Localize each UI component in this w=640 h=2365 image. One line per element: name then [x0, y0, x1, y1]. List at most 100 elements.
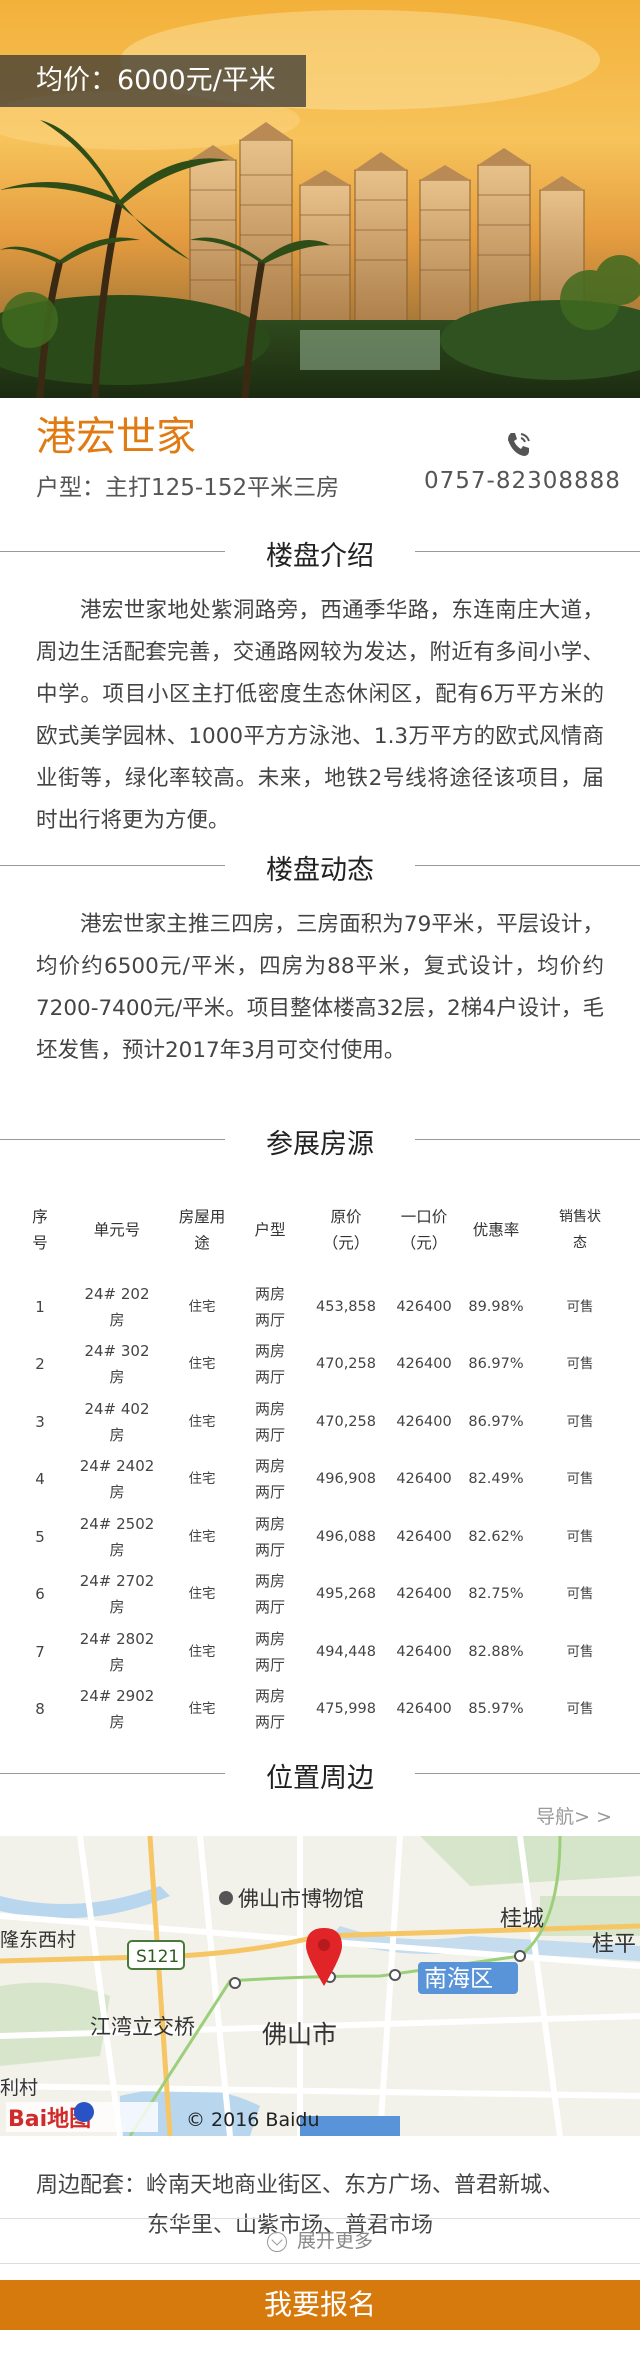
header-original-price: 原价（元）: [322, 1208, 370, 1252]
table-row: 5 24# 2502房 住宅 两房两厅 496,088 426400 82.62% 可售: [13, 1508, 627, 1566]
cell-original-price: 494,448: [316, 1643, 376, 1660]
units-table: 序号 单元号 房屋用途 户型 原价（元） 一口价（元） 优惠率 销售状态 1 24…: [13, 1182, 627, 1738]
cell-original-price: 470,258: [316, 1413, 376, 1430]
cell-layout: 两房两厅: [254, 1687, 285, 1732]
cell-discount: 85.97%: [468, 1701, 524, 1718]
cell-layout: 两房两厅: [254, 1399, 285, 1444]
map-label-museum: 佛山市博物馆: [238, 1887, 364, 1911]
cell-status: 可售: [566, 1528, 594, 1545]
cell-fixed-price: 426400: [396, 1528, 452, 1545]
baidu-logo: Bai地图: [6, 2102, 158, 2132]
cell-unit: 24# 2902房: [79, 1687, 155, 1732]
map-label-road: S121: [136, 1947, 179, 1967]
cell-status: 可售: [566, 1643, 594, 1660]
map-label-guiping: 桂平: [592, 1932, 636, 1957]
cell-discount: 89.98%: [468, 1298, 524, 1315]
cell-layout: 两房两厅: [254, 1572, 285, 1617]
map-label-nanhai: 南海区: [424, 1966, 493, 1992]
cell-unit: 24# 2802房: [79, 1629, 155, 1674]
cell-original-price: 475,998: [316, 1701, 376, 1718]
cell-layout: 两房两厅: [254, 1342, 285, 1387]
cell-original-price: 453,858: [316, 1298, 376, 1315]
cell-fixed-price: 426400: [396, 1356, 452, 1373]
cell-layout: 两房两厅: [254, 1629, 285, 1674]
cell-status: 可售: [566, 1586, 594, 1603]
location-pin-icon: [306, 1928, 342, 1986]
cell-unit: 24# 202房: [84, 1284, 150, 1329]
header-discount: 优惠率: [472, 1221, 520, 1239]
phone-icon[interactable]: [503, 428, 535, 460]
table-row: 1 24# 202房 住宅 两房两厅 453,858 426400 89.98% 可售: [13, 1278, 627, 1336]
cell-usage: 住宅: [188, 1528, 216, 1545]
phone-number[interactable]: 0757-82308888: [424, 468, 621, 494]
cell-usage: 住宅: [188, 1586, 216, 1603]
cell-original-price: 496,908: [316, 1471, 376, 1488]
signup-button[interactable]: 我要报名: [0, 2280, 640, 2330]
cell-index: 6: [35, 1585, 45, 1604]
cell-index: 5: [35, 1527, 45, 1546]
cell-index: 4: [35, 1470, 45, 1489]
average-price-tag: 均价：6000元/平米: [0, 55, 306, 107]
cell-status: 可售: [566, 1413, 594, 1430]
section-title-text: 楼盘介绍: [266, 541, 374, 572]
project-type: 户型：主打125-152平米三房: [36, 475, 340, 501]
cell-fixed-price: 426400: [396, 1701, 452, 1718]
cell-index: 2: [35, 1355, 45, 1374]
section-title-text: 参展房源: [266, 1129, 374, 1160]
cell-discount: 82.62%: [468, 1528, 524, 1545]
cell-usage: 住宅: [188, 1471, 216, 1488]
project-info: 港宏世家 户型：主打125-152平米三房 0757-82308888: [0, 398, 640, 524]
surround-line-1: 周边配套：岭南天地商业街区、东方广场、普君新城、: [36, 2173, 565, 2198]
section-title-text: 楼盘动态: [266, 855, 374, 886]
chevron-down-icon: [266, 2231, 287, 2252]
cell-discount: 86.97%: [468, 1413, 524, 1430]
surround-line-2: 东华里、山紫市场、普君市场: [147, 2213, 434, 2238]
cell-fixed-price: 426400: [396, 1471, 452, 1488]
header-usage: 房屋用途: [178, 1208, 226, 1252]
cell-discount: 82.88%: [468, 1643, 524, 1660]
cell-original-price: 470,258: [316, 1356, 376, 1373]
map-label-foshan: 佛山市: [262, 2020, 337, 2049]
map-label-xicun: 隆东西村: [0, 1929, 76, 1951]
cell-index: 3: [35, 1412, 45, 1431]
cell-unit: 24# 402房: [84, 1399, 150, 1444]
cell-usage: 住宅: [188, 1701, 216, 1718]
map-copyright: © 2016 Baidu: [186, 2109, 320, 2131]
map-canvas[interactable]: 佛山市博物馆 桂城 桂平 隆东西村 江湾立交桥 佛山市 利村 S121 南海区 …: [0, 1836, 640, 2136]
surrounding-facilities: 周边配套：岭南天地商业街区、东方广场、普君新城、 东华里、山紫市场、普君市场: [0, 2136, 640, 2246]
cell-unit: 24# 302房: [84, 1342, 150, 1387]
header-layout: 户型: [254, 1221, 286, 1239]
section-title-units: 参展房源: [0, 1112, 640, 1168]
expand-more-button[interactable]: 展开更多: [0, 2218, 640, 2264]
table-row: 7 24# 2802房 住宅 两房两厅 494,448 426400 82.88% 可售: [13, 1623, 627, 1681]
section-title-news: 楼盘动态: [0, 838, 640, 894]
cell-index: 8: [35, 1700, 45, 1719]
cell-unit: 24# 2502房: [79, 1514, 155, 1559]
cell-fixed-price: 426400: [396, 1643, 452, 1660]
header-unit: 单元号: [93, 1221, 141, 1239]
cell-usage: 住宅: [188, 1356, 216, 1373]
news-paragraph: 港宏世家主推三四房，三房面积为79平米，平层设计，均价约6500元/平米，四房为…: [36, 912, 604, 1063]
cell-discount: 82.49%: [468, 1471, 524, 1488]
cell-status: 可售: [566, 1298, 594, 1315]
table-row: 3 24# 402房 住宅 两房两厅 470,258 426400 86.97% 可售: [13, 1393, 627, 1451]
cell-fixed-price: 426400: [396, 1298, 452, 1315]
section-title-intro: 楼盘介绍: [0, 524, 640, 580]
expand-more-label: 展开更多: [297, 2230, 374, 2252]
hero-banner: 均价：6000元/平米: [0, 0, 640, 398]
cell-fixed-price: 426400: [396, 1413, 452, 1430]
header-status: 销售状态: [559, 1209, 601, 1251]
cell-index: 7: [35, 1642, 45, 1661]
section-title-text: 位置周边: [266, 1763, 374, 1794]
intro-paragraph: 港宏世家地处紫洞路旁，西通季华路，东连南庄大道，周边生活配套完善，交通路网较为发…: [36, 598, 604, 833]
navigation-link[interactable]: 导航> >: [536, 1806, 612, 1828]
cell-layout: 两房两厅: [254, 1514, 285, 1559]
cell-discount: 86.97%: [468, 1356, 524, 1373]
table-row: 4 24# 2402房 住宅 两房两厅 496,908 426400 82.49% 可售: [13, 1451, 627, 1509]
cell-layout: 两房两厅: [254, 1457, 285, 1502]
map-label-shucun: 利村: [0, 2077, 38, 2099]
map-view[interactable]: 佛山市博物馆 桂城 桂平 隆东西村 江湾立交桥 佛山市 利村 S121 南海区 …: [0, 1836, 640, 2136]
cell-original-price: 495,268: [316, 1586, 376, 1603]
map-label-jiangwan: 江湾立交桥: [90, 2015, 195, 2039]
